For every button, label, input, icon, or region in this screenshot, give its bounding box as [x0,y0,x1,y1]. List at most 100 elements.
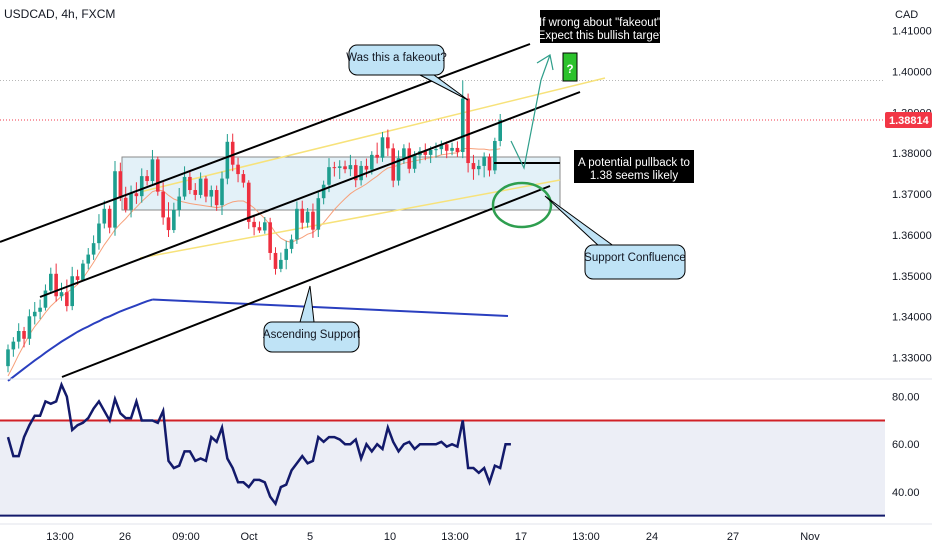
candle-body [161,191,165,218]
candle-body [396,158,401,181]
moving-averages [7,147,509,382]
candle-body [129,193,133,210]
candle-body [444,144,449,151]
candle-body [150,159,155,182]
price-tick-label: 1.40000 [892,67,932,79]
candle-body [332,167,337,169]
candle-body [487,156,492,171]
candle-body [182,176,187,197]
target-callout-text: If wrong about "fakeout" [539,17,661,29]
pullback-callout-text: A potential pullback to [578,157,690,169]
rsi-tick-label: 40.00 [892,487,920,499]
price-tick-label: 1.36000 [892,230,932,242]
candle-body [268,222,272,253]
lower-channel-line [61,185,551,378]
time-tick-label: 17 [515,531,527,543]
candle-body [263,222,267,231]
time-tick-label: 26 [119,531,131,543]
candle-body [123,197,128,210]
ascending-support-callout-text: Ascending Support [263,329,361,341]
candle-body [450,147,454,151]
target-callout-box [540,10,660,43]
projection-path [510,79,542,170]
candle-body [402,148,406,159]
candle-body [230,141,235,165]
candle-body [477,165,481,170]
rsi-line [6,381,511,507]
price-tick-label: 1.38000 [892,148,932,160]
time-tick-label: 24 [646,531,658,543]
time-tick-label: 5 [307,531,313,543]
pullback-callout-text: 1.38 seems likely [590,170,678,182]
candle-body [177,196,181,211]
candle-body [471,163,476,170]
time-tick-label: 13:00 [441,531,469,543]
candle-body [6,349,10,367]
candle-body [107,208,112,228]
candle-body [391,148,395,181]
candle-body [43,290,48,308]
candle-body [375,154,379,158]
candle-body [321,184,326,199]
support-confluence-circle [491,181,553,229]
candle-body [455,147,460,153]
yellow-trendlines [139,77,606,259]
candle-body [246,182,251,222]
candle-body [70,276,74,307]
candle-body [91,243,96,255]
candle-body [407,148,412,169]
fast-moving-average [7,147,501,377]
candle-body [289,239,294,249]
axes: 1.410001.400001.390001.380001.370001.360… [0,26,932,543]
target-box [562,52,578,82]
candle-body [209,190,214,197]
candle-body [156,159,160,192]
candle-body [75,276,80,280]
candle-body [38,307,42,312]
candle-body [364,165,369,170]
candle-body [145,176,149,182]
candle-body [460,98,465,153]
candle-body [279,259,283,269]
candle-body [172,210,176,231]
candle-body [353,165,358,181]
candle-body [412,155,417,169]
candle-body [220,178,224,206]
support-callout-box [584,244,686,280]
projection-arrows [491,54,554,229]
candle-body [423,151,428,155]
upper-channel-line [0,43,531,243]
lower-yellow-trendline [139,179,561,259]
slow-moving-average-extension [152,298,509,317]
candle-body [139,176,144,197]
candle-body [134,193,139,197]
pullback-callout-box [574,150,694,183]
candle-body [343,166,347,170]
candle-body [273,252,278,269]
candle-body [81,263,85,280]
time-tick-label: Nov [800,531,820,543]
candle-body [204,178,208,197]
candle-body [295,208,299,240]
candle-body [327,167,331,185]
candle-body [284,248,288,260]
candle-body [32,311,37,317]
time-tick-label: 09:00 [172,531,200,543]
candle-body [305,211,310,223]
target-box-label: ? [566,64,573,76]
price-tick-label: 1.37000 [892,189,932,201]
candle-body [193,190,198,195]
candle-body [311,211,315,230]
rsi-pane [0,378,932,517]
upper-yellow-trendline [139,77,606,193]
last-price-badge [885,111,932,128]
candle-body [225,141,230,179]
candle-body [11,341,16,350]
candle-body [188,176,192,191]
time-tick-label: Oct [240,531,257,543]
ascending-support-callout-box [263,321,360,353]
candle-body [214,190,219,206]
candle-body [241,174,246,183]
candle-body [27,316,32,339]
